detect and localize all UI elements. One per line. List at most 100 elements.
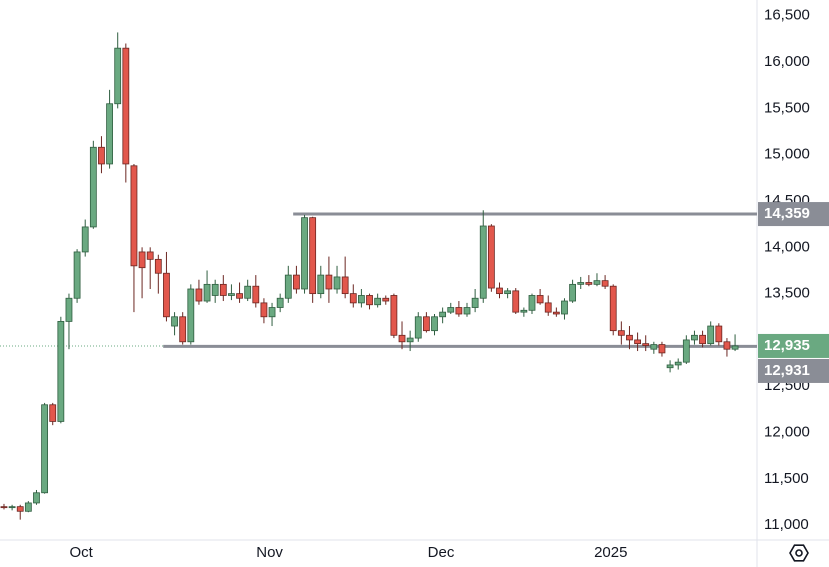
- candle-body: [447, 307, 455, 313]
- candle-body: [341, 276, 349, 295]
- candle-body: [390, 295, 398, 336]
- candle-body: [512, 290, 520, 313]
- candle-body: [723, 341, 731, 350]
- y-tick-label: 12,000: [764, 424, 810, 441]
- candle-body: [187, 288, 195, 343]
- y-tick-label: 16,500: [764, 7, 810, 24]
- candle-body: [585, 282, 593, 285]
- candle-body: [114, 47, 122, 105]
- candle-body: [211, 283, 219, 296]
- candle-body: [642, 343, 650, 346]
- candle-body: [228, 293, 235, 296]
- candle-body: [593, 280, 601, 285]
- candle-body: [626, 334, 633, 341]
- candle-body: [81, 226, 89, 253]
- candle-body: [561, 300, 568, 315]
- candle-body: [617, 330, 625, 336]
- candle-body: [65, 297, 73, 322]
- candle-body: [195, 288, 203, 302]
- level-price-tag-bg: [758, 202, 829, 227]
- y-tick-label: 11,500: [764, 470, 809, 487]
- candle-body: [163, 272, 170, 318]
- settings-button[interactable]: [789, 544, 809, 562]
- candle-body: [650, 344, 658, 350]
- x-tick-label: 2025: [594, 544, 627, 561]
- candle-body: [544, 302, 552, 313]
- candle-body: [89, 146, 97, 228]
- candle-body: [106, 103, 113, 165]
- candle-body: [406, 337, 414, 343]
- candle-body: [268, 307, 276, 318]
- candle-body: [471, 297, 479, 308]
- candle-body: [57, 321, 65, 422]
- candle-body: [260, 302, 268, 318]
- candle-body: [171, 316, 178, 327]
- candle-body: [487, 225, 495, 289]
- candle-body: [138, 251, 146, 269]
- candle-body: [276, 297, 284, 308]
- candle-body: [463, 307, 471, 315]
- candle-body: [73, 251, 81, 299]
- candle-body: [358, 295, 365, 304]
- candle-body: [715, 325, 723, 343]
- candle-body: [634, 339, 641, 345]
- candle-body: [398, 334, 406, 343]
- x-tick-label: Dec: [428, 544, 455, 561]
- level-price-tag: 12,931: [764, 362, 810, 379]
- candle-body: [699, 334, 706, 345]
- y-tick-label: 16,000: [764, 53, 810, 70]
- y-tick-label: 15,500: [764, 99, 810, 116]
- candle-body: [146, 251, 154, 260]
- candle-body: [179, 316, 187, 343]
- candle-body: [601, 280, 609, 287]
- level-price-tag-bg: [758, 358, 829, 383]
- y-tick-label: 11,000: [764, 516, 809, 533]
- candle-body: [431, 316, 438, 332]
- y-tick-label: 13,500: [764, 285, 810, 302]
- candle-body: [0, 506, 8, 509]
- candle-body: [666, 364, 674, 369]
- y-tick-label: 15,000: [764, 146, 810, 163]
- candle-body: [691, 334, 698, 341]
- candle-body: [520, 309, 528, 313]
- candle-body: [293, 274, 300, 290]
- candle-body: [244, 285, 252, 299]
- candle-body: [455, 307, 463, 315]
- candle-body: [333, 276, 341, 290]
- candle-body: [422, 316, 430, 332]
- candle-body: [504, 290, 512, 295]
- candle-body: [8, 506, 16, 509]
- candle-body: [569, 283, 577, 302]
- candle-body: [24, 502, 32, 512]
- candle-body: [658, 344, 666, 354]
- candle-body: [49, 404, 57, 422]
- candle-body: [439, 311, 447, 318]
- candle-body: [98, 146, 105, 165]
- candle-body: [252, 285, 260, 304]
- candle-body: [366, 295, 373, 306]
- candle-body: [203, 283, 211, 302]
- candle-body: [219, 283, 227, 296]
- last-price-tag-bg: [758, 333, 829, 358]
- candle-body: [154, 258, 162, 274]
- candle-body: [577, 282, 585, 285]
- candle-body: [479, 225, 487, 299]
- y-tick-label: 14,000: [764, 238, 810, 255]
- candle-body: [33, 492, 40, 504]
- candle-body: [682, 339, 690, 363]
- candle-body: [317, 274, 325, 295]
- x-tick-label: Oct: [69, 544, 93, 561]
- candle-body: [552, 311, 560, 315]
- candle-body: [16, 506, 24, 512]
- candle-body: [236, 293, 243, 299]
- candle-body: [731, 345, 739, 350]
- candle-body: [674, 361, 682, 366]
- candle-body: [349, 293, 357, 304]
- candle-body: [122, 47, 130, 165]
- candle-body: [284, 274, 292, 299]
- candle-body: [41, 404, 48, 494]
- x-tick-label: Nov: [256, 544, 283, 561]
- candle-body: [496, 287, 503, 295]
